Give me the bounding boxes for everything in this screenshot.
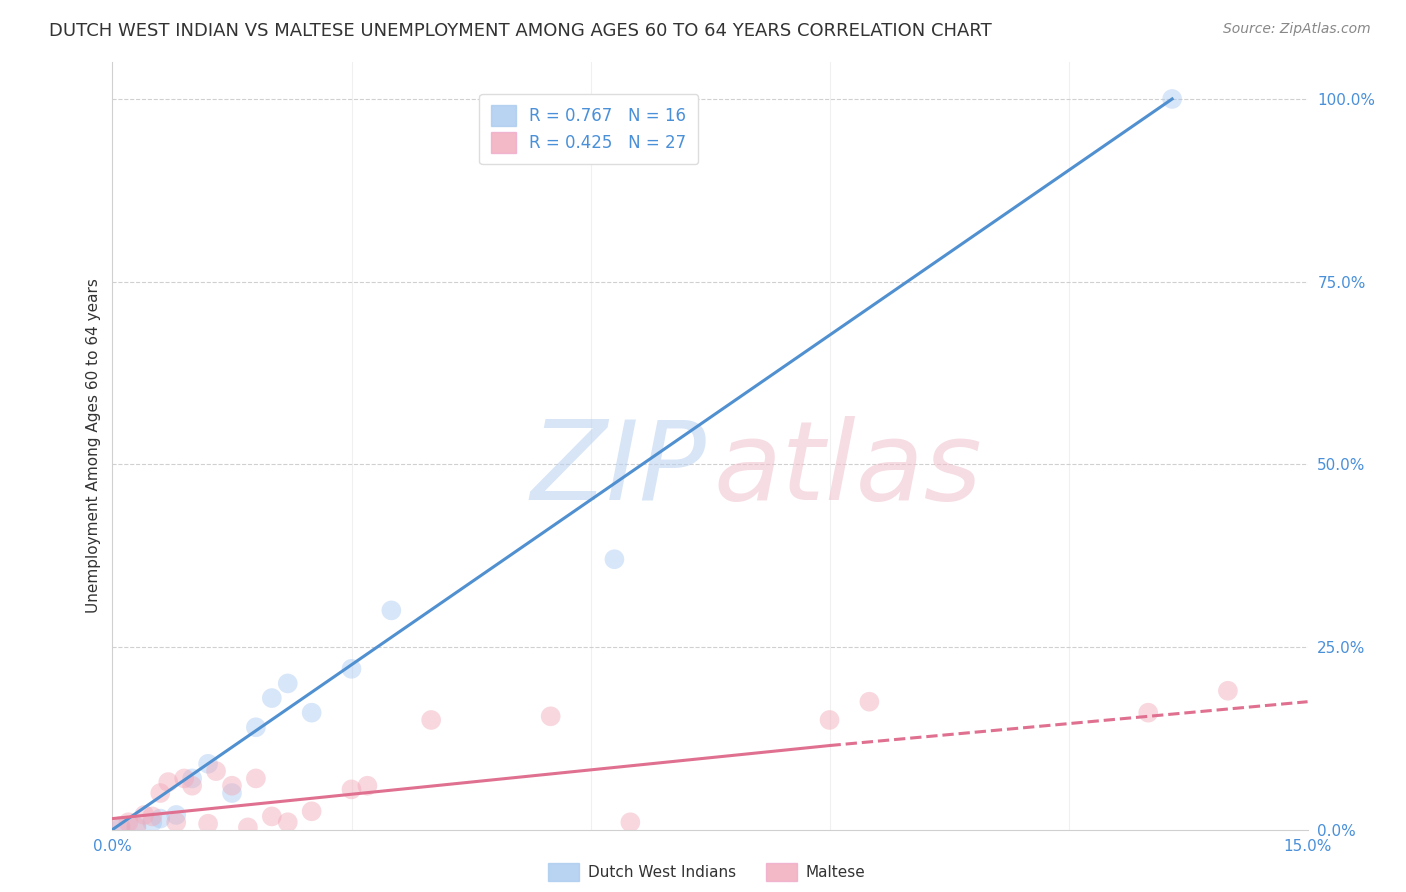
Point bbox=[540, 709, 562, 723]
Point bbox=[245, 720, 267, 734]
Legend: R = 0.767   N = 16, R = 0.425   N = 27: R = 0.767 N = 16, R = 0.425 N = 27 bbox=[479, 94, 699, 164]
Point bbox=[125, 819, 148, 833]
Point bbox=[818, 713, 841, 727]
Point bbox=[141, 809, 163, 823]
Y-axis label: Unemployment Among Ages 60 to 64 years: Unemployment Among Ages 60 to 64 years bbox=[86, 278, 101, 614]
Point bbox=[420, 713, 443, 727]
Point bbox=[149, 786, 172, 800]
Point bbox=[117, 815, 139, 830]
Point bbox=[141, 815, 163, 830]
Point bbox=[260, 691, 283, 706]
Point bbox=[1137, 706, 1160, 720]
Point bbox=[134, 808, 156, 822]
Point bbox=[221, 779, 243, 793]
Point bbox=[340, 662, 363, 676]
Text: Source: ZipAtlas.com: Source: ZipAtlas.com bbox=[1223, 22, 1371, 37]
Text: Maltese: Maltese bbox=[806, 865, 865, 880]
Point bbox=[340, 782, 363, 797]
Text: Dutch West Indians: Dutch West Indians bbox=[588, 865, 735, 880]
Point bbox=[110, 821, 132, 835]
Point bbox=[165, 808, 187, 822]
Point bbox=[165, 815, 187, 830]
Point bbox=[858, 695, 880, 709]
Point bbox=[1161, 92, 1184, 106]
Point bbox=[197, 816, 219, 830]
Point bbox=[197, 756, 219, 771]
Point bbox=[619, 815, 641, 830]
Point bbox=[277, 676, 299, 690]
Point bbox=[301, 706, 323, 720]
Point bbox=[356, 779, 378, 793]
Text: atlas: atlas bbox=[714, 416, 983, 523]
Point bbox=[603, 552, 626, 566]
Point bbox=[277, 815, 299, 830]
Point bbox=[245, 772, 267, 786]
Point bbox=[110, 819, 132, 833]
Point bbox=[149, 812, 172, 826]
Point bbox=[181, 772, 204, 786]
Text: DUTCH WEST INDIAN VS MALTESE UNEMPLOYMENT AMONG AGES 60 TO 64 YEARS CORRELATION : DUTCH WEST INDIAN VS MALTESE UNEMPLOYMEN… bbox=[49, 22, 993, 40]
Text: ZIP: ZIP bbox=[530, 416, 706, 523]
Point bbox=[125, 821, 148, 835]
Point bbox=[205, 764, 228, 778]
Point bbox=[1216, 683, 1239, 698]
Point bbox=[181, 779, 204, 793]
Point bbox=[236, 821, 259, 835]
Point bbox=[380, 603, 402, 617]
Point bbox=[157, 775, 180, 789]
Point bbox=[301, 805, 323, 819]
Point bbox=[260, 809, 283, 823]
Point bbox=[221, 786, 243, 800]
Point bbox=[173, 772, 195, 786]
